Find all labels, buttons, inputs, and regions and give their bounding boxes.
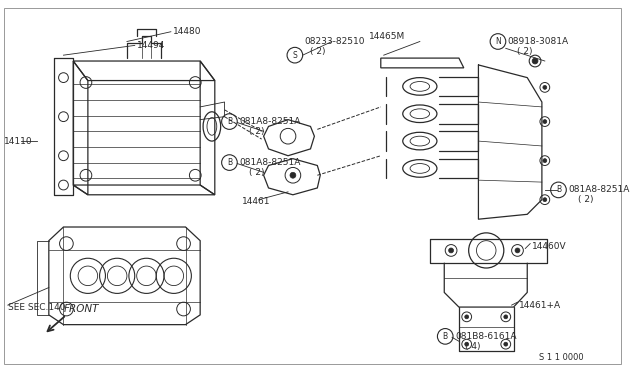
Text: ( 2): ( 2) xyxy=(249,168,264,177)
Circle shape xyxy=(449,248,454,253)
Text: 14461: 14461 xyxy=(242,197,271,206)
Circle shape xyxy=(543,198,547,202)
Text: 081A8-8251A: 081A8-8251A xyxy=(239,158,301,167)
Circle shape xyxy=(465,342,468,346)
Text: FRONT: FRONT xyxy=(63,304,99,314)
Text: 14460V: 14460V xyxy=(532,242,567,251)
Circle shape xyxy=(504,342,508,346)
Text: N: N xyxy=(495,37,501,46)
Text: 14465M: 14465M xyxy=(369,32,405,41)
Text: ( 2): ( 2) xyxy=(518,47,533,56)
Circle shape xyxy=(543,86,547,89)
Text: 081A8-8251A: 081A8-8251A xyxy=(239,117,301,126)
Text: 08918-3081A: 08918-3081A xyxy=(508,37,569,46)
Text: 081B8-6161A: 081B8-6161A xyxy=(455,332,516,341)
Text: 14110: 14110 xyxy=(4,137,33,145)
Text: ( 2): ( 2) xyxy=(310,47,326,56)
Text: B: B xyxy=(227,117,232,126)
Text: 081A8-8251A: 081A8-8251A xyxy=(568,185,630,195)
Text: 08233-82510: 08233-82510 xyxy=(305,37,365,46)
Circle shape xyxy=(504,315,508,319)
Text: B: B xyxy=(227,158,232,167)
Text: ( 2): ( 2) xyxy=(249,127,264,136)
Text: S 1 1 0000: S 1 1 0000 xyxy=(539,353,584,362)
Circle shape xyxy=(532,58,538,64)
Text: 14494: 14494 xyxy=(137,41,165,50)
Text: S: S xyxy=(292,51,297,60)
Circle shape xyxy=(465,315,468,319)
Text: ( 2): ( 2) xyxy=(578,195,593,204)
Text: 14480: 14480 xyxy=(173,27,202,36)
Circle shape xyxy=(543,159,547,163)
Circle shape xyxy=(543,120,547,124)
Text: B: B xyxy=(556,185,561,195)
Text: SEE SEC.140: SEE SEC.140 xyxy=(8,302,65,312)
Circle shape xyxy=(515,248,520,253)
Text: ( 4): ( 4) xyxy=(465,341,480,351)
Text: 14461+A: 14461+A xyxy=(520,301,561,310)
Circle shape xyxy=(290,172,296,178)
Text: B: B xyxy=(443,332,448,341)
